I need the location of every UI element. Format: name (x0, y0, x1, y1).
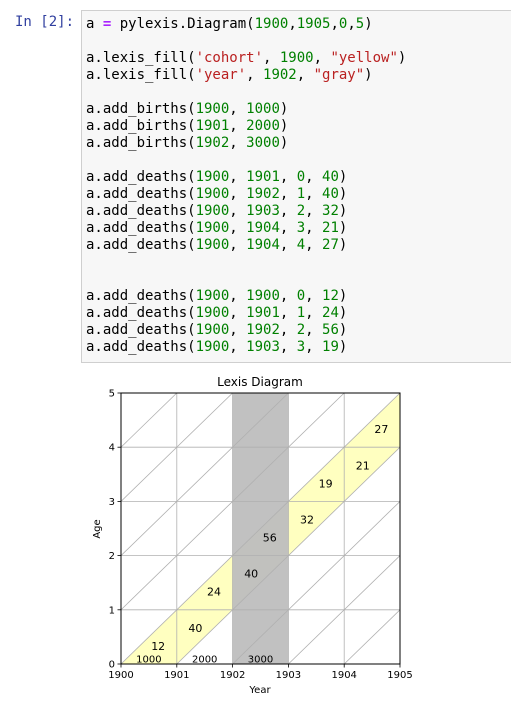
death-label: 12 (151, 640, 165, 653)
lifeline (121, 393, 400, 664)
birth-label: 3000 (248, 655, 273, 666)
lifeline (343, 609, 400, 664)
death-label: 40 (244, 568, 258, 581)
code-line: a.add_deaths(1900, 1903, 3, 19) (86, 339, 348, 355)
y-tick-label: 5 (109, 389, 115, 400)
chart-title: Lexis Diagram (217, 375, 303, 389)
code-line: a.add_births(1902, 3000) (86, 135, 289, 151)
lifeline (121, 393, 233, 502)
x-axis-label: Year (248, 685, 271, 696)
code-line: a.lexis_fill('year', 1902, "gray") (86, 67, 373, 83)
lifeline (121, 393, 178, 448)
lifeline (121, 393, 289, 557)
x-tick-label: 1900 (108, 670, 133, 681)
death-label: 27 (374, 423, 388, 436)
y-tick-label: 0 (109, 660, 115, 671)
death-label: 40 (188, 622, 202, 635)
y-axis-label: Age (92, 519, 103, 538)
input-prompt: In [2]: (15, 14, 75, 30)
lifeline (399, 663, 400, 664)
x-tick-label: 1905 (387, 670, 412, 681)
code-line: ​ (86, 271, 406, 288)
code-line: a.add_births(1900, 1000) (86, 101, 289, 117)
y-tick-label: 2 (109, 551, 115, 562)
code-line: a.add_deaths(1900, 1902, 1, 40) (86, 186, 348, 202)
code-line: a.add_deaths(1900, 1900, 0, 12) (86, 288, 348, 304)
death-label: 19 (319, 477, 333, 490)
lifeline (232, 500, 400, 664)
code-line: ​ (86, 152, 406, 169)
x-tick-label: 1901 (164, 670, 189, 681)
birth-label: 1000 (136, 655, 161, 666)
x-tick-label: 1904 (331, 670, 356, 681)
code-line: a.add_deaths(1900, 1901, 0, 40) (86, 169, 348, 185)
code-line: ​ (86, 84, 406, 101)
birth-label: 2000 (192, 655, 217, 666)
death-label: 56 (263, 532, 277, 545)
code-line: ​ (86, 254, 406, 271)
code-line: a.add_births(1901, 2000) (86, 118, 289, 134)
death-label: 32 (300, 513, 314, 526)
code-cell[interactable]: a = pylexis.Diagram(1900,1905,0,5)​a.lex… (81, 10, 511, 363)
lexis-diagram: Lexis Diagram 1000 2000 300040403221271224… (92, 375, 413, 696)
code-line: a.add_deaths(1900, 1903, 2, 32) (86, 203, 348, 219)
x-tick-label: 1902 (220, 670, 245, 681)
death-label: 21 (356, 459, 370, 472)
code-line: a = pylexis.Diagram(1900,1905,0,5) (86, 16, 373, 32)
y-tick-label: 1 (109, 605, 115, 616)
lifeline (121, 393, 345, 611)
code-line: a.add_deaths(1900, 1901, 1, 24) (86, 305, 348, 321)
code-line: a.add_deaths(1900, 1904, 3, 21) (86, 220, 348, 236)
x-tick-label: 1903 (276, 670, 301, 681)
code-line: ​ (86, 33, 406, 50)
y-tick-label: 4 (109, 443, 115, 454)
plot-frame (120, 392, 401, 665)
code-editor[interactable]: a = pylexis.Diagram(1900,1905,0,5)​a.lex… (86, 16, 406, 356)
lifeline (176, 446, 400, 664)
lifeline (288, 555, 400, 664)
code-line: a.add_deaths(1900, 1902, 2, 56) (86, 322, 348, 338)
code-line: a.add_deaths(1900, 1904, 4, 27) (86, 237, 348, 253)
code-line: a.lexis_fill('cohort', 1900, "yellow") (86, 50, 407, 66)
death-label: 24 (207, 586, 221, 599)
y-tick-label: 3 (109, 497, 115, 508)
